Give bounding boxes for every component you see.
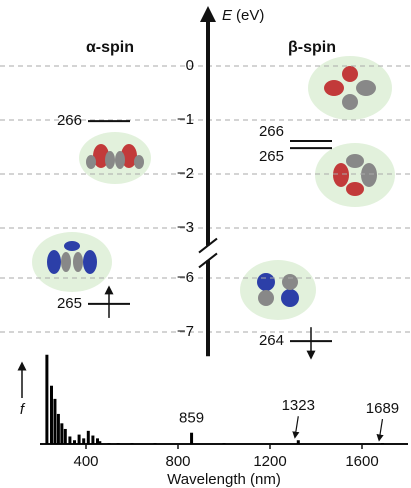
orbital-beta-265 — [315, 143, 395, 207]
y-axis-label: f — [20, 401, 26, 418]
orbital-images — [32, 56, 395, 320]
y-tick-label: −6 — [177, 269, 194, 286]
spin-header: α-spin — [86, 39, 134, 56]
level-label: 266 — [259, 123, 284, 140]
level-label: 265 — [259, 148, 284, 165]
peak-arrow — [292, 416, 300, 439]
level-label: 264 — [259, 332, 284, 349]
x-tick-label: 1200 — [253, 453, 286, 470]
x-axis-label: Wavelength (nm) — [167, 471, 281, 488]
y-tick-label: −3 — [177, 219, 194, 236]
peak-label: 1323 — [282, 397, 315, 414]
level-label: 265 — [57, 295, 82, 312]
peak-arrow — [376, 418, 384, 442]
level-label: 266 — [57, 112, 82, 129]
orbital-beta-264 — [240, 260, 316, 320]
y-axis-unit: (eV) — [236, 7, 264, 24]
y-tick-label: 0 — [186, 57, 194, 74]
x-tick-label: 1600 — [345, 453, 378, 470]
spin-header: β-spin — [288, 39, 336, 56]
orbital-alpha-265 — [32, 232, 112, 292]
x-tick-label: 400 — [73, 453, 98, 470]
orbital-alpha-266 — [79, 132, 151, 184]
y-tick-label: −2 — [177, 165, 194, 182]
peak-label: 859 — [179, 410, 204, 427]
x-tick-label: 800 — [165, 453, 190, 470]
axis-arrowhead — [200, 6, 216, 22]
y-axis-label: E (eV) — [222, 7, 264, 24]
axis-break-mark — [198, 237, 218, 254]
y-axis-symbol: E — [222, 7, 233, 24]
axis-break-gap — [202, 245, 214, 261]
y-tick-label: −7 — [177, 323, 194, 340]
axis-break-mark — [198, 252, 218, 269]
y-tick-label: −1 — [177, 111, 194, 128]
peak-label: 1689 — [366, 400, 399, 417]
orbital-beta-266 — [308, 56, 392, 120]
